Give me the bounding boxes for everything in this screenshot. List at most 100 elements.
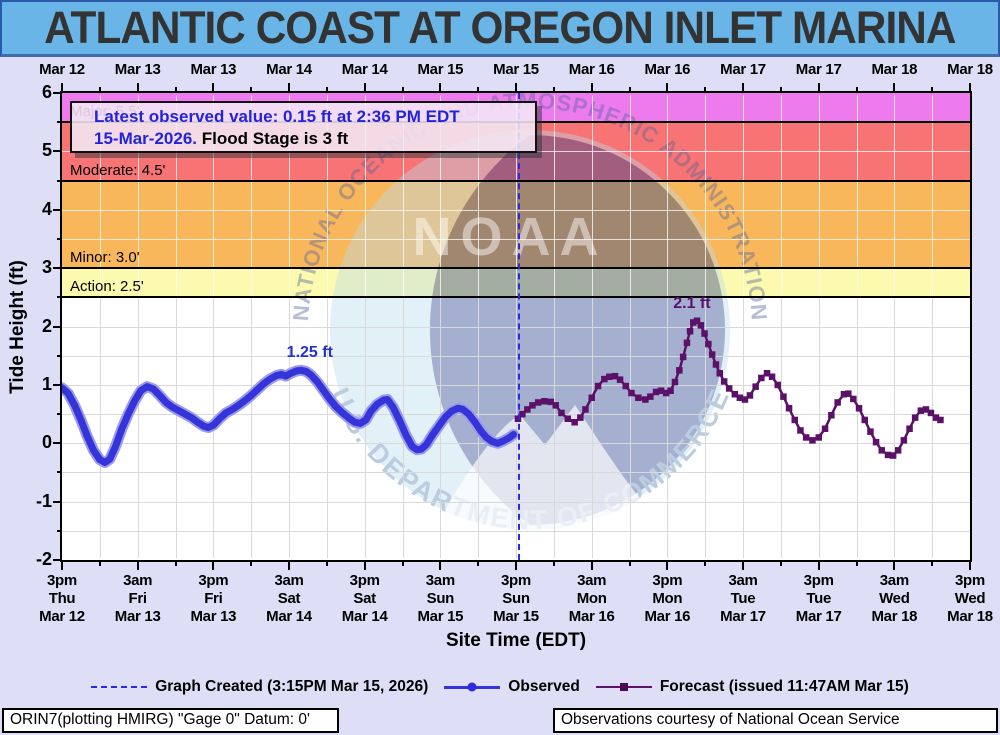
bottom-axis-minor-tick [779,560,782,566]
top-axis-minor-tick [779,87,782,91]
y-axis-label: 1 [41,373,52,394]
gridline-h [62,355,970,357]
flood-stage-line [62,267,970,270]
top-axis-minor-tick [704,87,707,91]
gridline-v [818,297,820,558]
bottom-axis-tick [515,560,517,570]
y-axis-label: -1 [35,490,52,511]
title-bar: ATLANTIC COAST AT OREGON INLET MARINA [0,0,1000,57]
legend-label-forecast: Forecast (issued 11:47AM Mar 15) [659,678,909,695]
bottom-axis-tick [969,560,971,570]
top-axis-label: Mar 17 [720,61,766,78]
gridline-v [629,297,631,558]
gridline-v [932,297,934,558]
bottom-axis-label: 3pm Sat Mar 14 [341,572,388,625]
bottom-axis-minor-tick [704,560,707,566]
y-axis-tick [53,208,62,211]
bottom-axis-label: 3am Wed Mar 18 [871,572,918,625]
dashed-line-swatch [91,682,148,692]
info-line2: 15-Mar-2026. Flood Stage is 3 ft [94,128,535,150]
bottom-axis-minor-tick [325,560,328,566]
bottom-axis-minor-tick [552,560,555,566]
y-axis-tick [53,92,62,94]
gridline-v [175,297,177,558]
bottom-axis-label: 3am Tue Mar 17 [720,572,766,625]
top-axis-label: Mar 16 [644,61,691,78]
gridline-h [62,530,970,532]
annotation-1-25-ft: 1.25 ft [286,344,333,362]
gridline-v [553,297,555,558]
gridline-v [780,95,782,298]
top-axis-minor-tick [552,87,555,91]
gridline-v [364,95,366,298]
legend-label-observed: Observed [508,678,580,695]
info-box: Latest observed value: 0.15 ft at 2:36 P… [70,101,537,153]
top-axis-label: Mar 13 [190,61,237,78]
bottom-axis-label: 3am Fri Mar 13 [114,572,161,625]
observed-line [62,366,517,466]
credit-box: Observations courtesy of National Ocean … [553,708,998,733]
y-axis-label: 2 [41,315,52,336]
gridline-v [402,95,404,298]
gridline-h [62,384,970,386]
graph-created-line [517,93,520,560]
bottom-axis-label: 3pm Wed Mar 18 [947,572,993,625]
gridline-v [894,297,896,558]
bottom-axis-label: 3pm Fri Mar 13 [190,572,237,625]
top-axis-label: Mar 12 [39,61,85,78]
gridline-v [894,95,896,298]
y-axis-label: 5 [41,140,52,161]
flood-stage-label-action: Action: 2.5' [70,278,144,296]
top-axis-minor-tick [250,87,253,91]
bottom-axis-label: 3pm Sun Mar 15 [493,572,539,625]
top-axis-tick [136,83,139,91]
top-axis-tick [666,83,669,91]
y-axis-tick [53,442,62,445]
forecast-line-swatch [595,682,652,692]
flood-stage-line [62,179,970,182]
top-axis-minor-tick [477,87,480,91]
y-axis-label: 0 [41,432,52,453]
gridline-v [175,95,177,298]
legend-item-observed: Observed [444,678,580,696]
info-line2-date: 15-Mar-2026. [94,129,198,148]
top-axis-tick [893,83,896,91]
gridline-v [856,297,858,558]
bottom-axis-minor-tick [401,560,404,566]
gridline-h [62,209,970,211]
gridline-h [62,326,970,328]
top-axis-tick [288,83,290,91]
gridline-h [62,472,970,474]
bottom-axis-tick [212,560,215,570]
y-axis-label: 6 [41,82,52,102]
gridline-v [289,297,290,558]
y-axis-label: 4 [41,198,52,219]
gridline-v [137,95,139,298]
bottom-axis-label: 3am Sun Mar 15 [417,572,464,625]
top-axis-tick [742,83,744,91]
gridline-v [667,95,669,298]
bottom-axis-tick [61,560,63,570]
gridline-v [213,95,215,298]
bottom-axis-minor-tick [855,560,858,566]
top-axis-label: Mar 14 [266,61,312,78]
gridline-h [62,501,970,503]
gridline-v [326,297,328,558]
top-axis-label: Mar 15 [417,61,464,78]
bottom-axis-label: 3pm Tue Mar 17 [795,572,842,625]
gridline-v [743,297,744,558]
top-axis-minor-tick [325,87,328,91]
annotation-2-1-ft: 2.1 ft [673,294,711,312]
y-axis-minor-tick [57,471,62,474]
bottom-axis-label: 3pm Thu Mar 12 [39,572,85,625]
y-axis-tick [53,559,62,561]
top-axis-minor-tick [855,87,858,91]
gridline-v [99,95,101,298]
bottom-axis-minor-tick [98,560,101,566]
gridline-v [251,95,253,298]
top-axis-label: Mar 15 [493,61,539,78]
bottom-axis-tick [590,560,593,570]
top-axis-minor-tick [174,87,177,91]
legend-label-created: Graph Created (3:15PM Mar 15, 2026) [155,678,429,695]
